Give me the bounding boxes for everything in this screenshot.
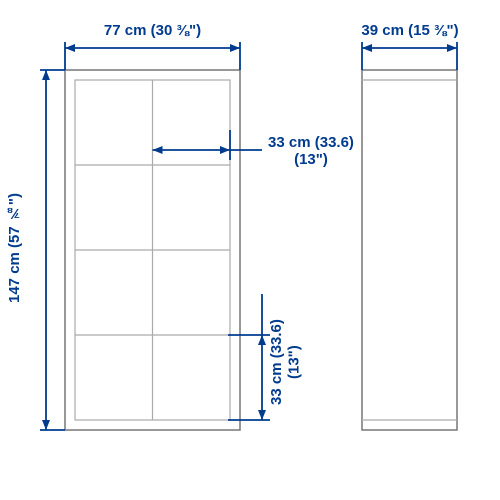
label-cube-height-line1: 33 cm (33.6) (268, 297, 285, 427)
label-width-in: (30 ⅜") (151, 22, 201, 39)
dimension-depth-39cm (362, 42, 457, 70)
dimension-width-77cm (65, 42, 240, 70)
label-height-147cm: 147 cm (57 ⅞") (6, 168, 23, 328)
label-depth-cm: 39 cm (361, 22, 404, 39)
label-width-77cm: 77 cm (30 ⅜") (65, 22, 240, 39)
label-height-in: (57 ⅞") (6, 193, 23, 248)
dimension-height-147cm (40, 70, 65, 430)
label-width-cm: 77 cm (104, 22, 147, 39)
label-cube-height-line2: (13") (285, 297, 302, 427)
label-depth-39cm: 39 cm (15 ⅜") (355, 22, 465, 39)
label-cube-height-33cm: 33 cm (33.6) (13") (268, 297, 303, 427)
label-cube-width-line1: 33 cm (33.6) (256, 134, 366, 151)
label-cube-width-33cm: 33 cm (33.6) (13") (256, 134, 366, 169)
label-cube-width-line2: (13") (256, 151, 366, 168)
label-height-cm: 147 cm (6, 252, 23, 303)
drawing-canvas (0, 0, 500, 500)
label-depth-in: (15 ⅜") (408, 22, 458, 39)
side-view-outer (362, 70, 457, 430)
